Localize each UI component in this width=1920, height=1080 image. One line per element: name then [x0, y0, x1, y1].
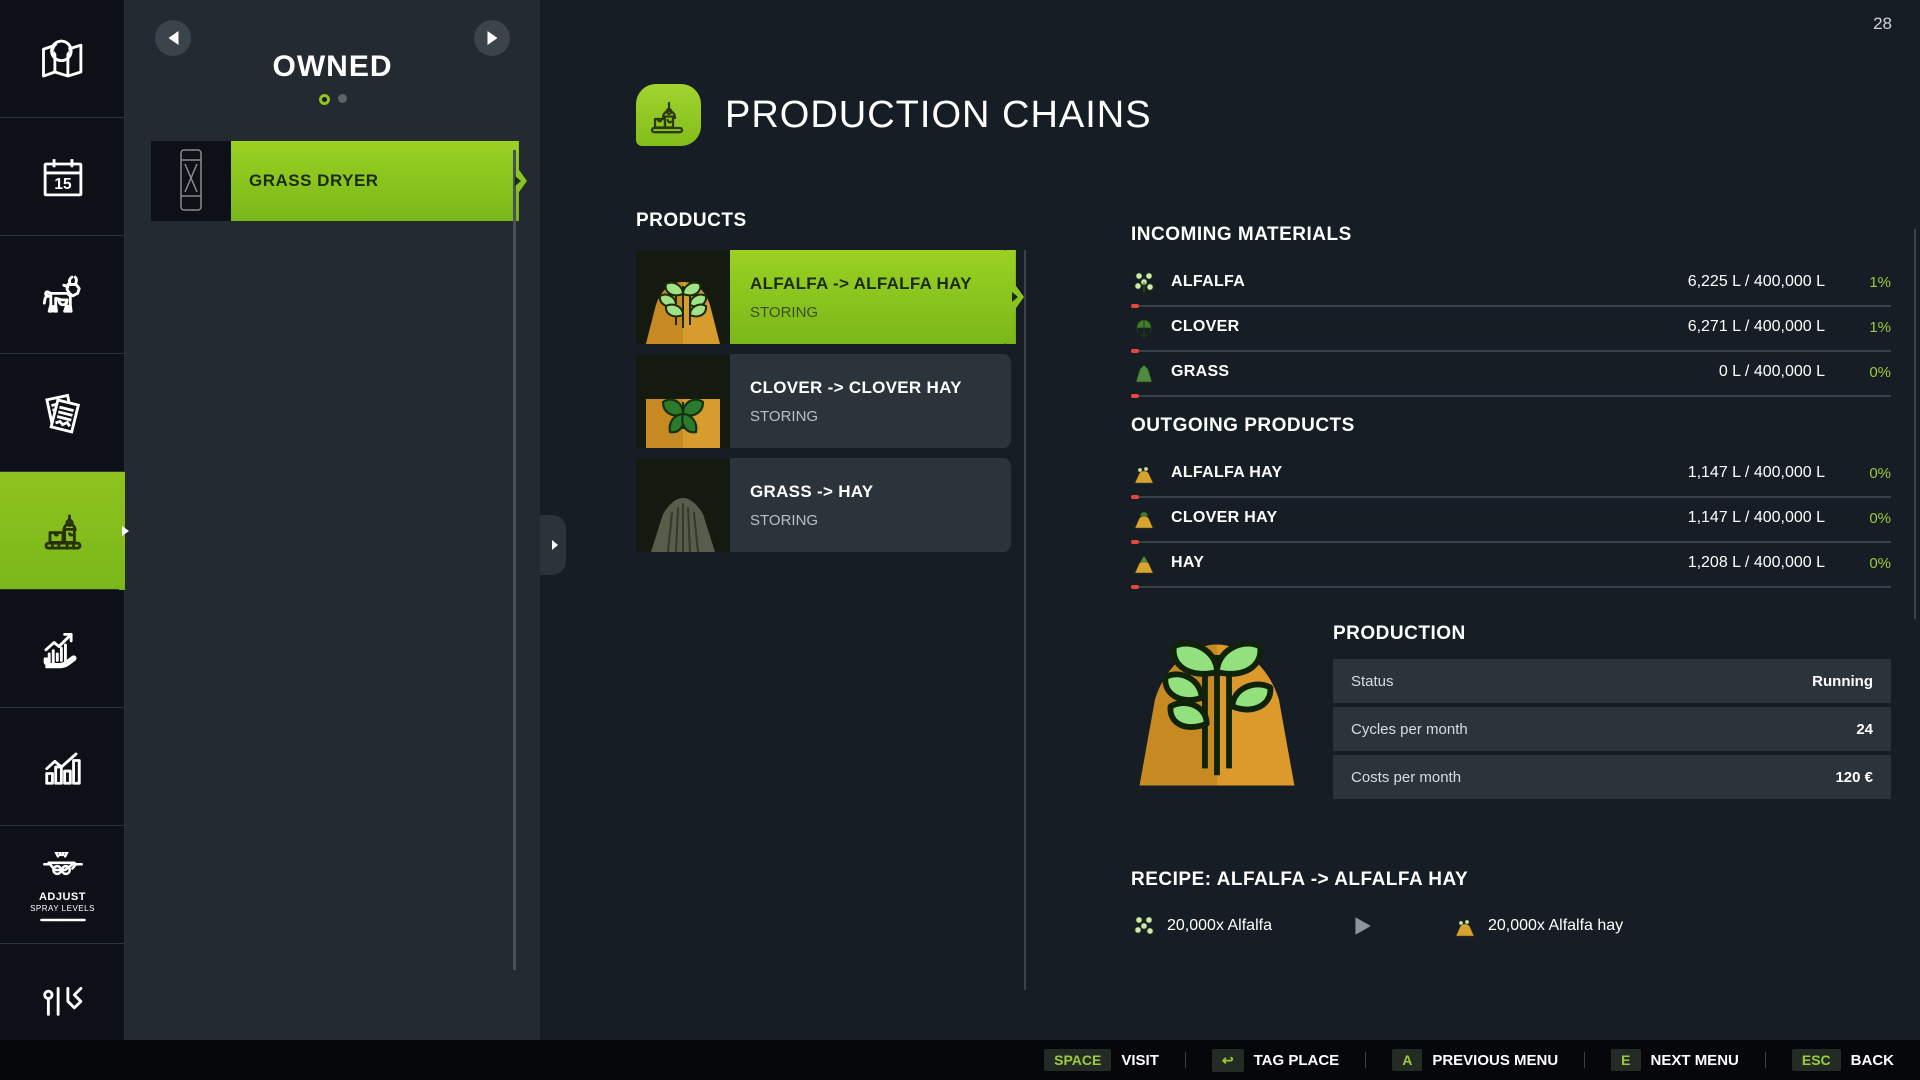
svg-text:15: 15 [54, 176, 72, 193]
